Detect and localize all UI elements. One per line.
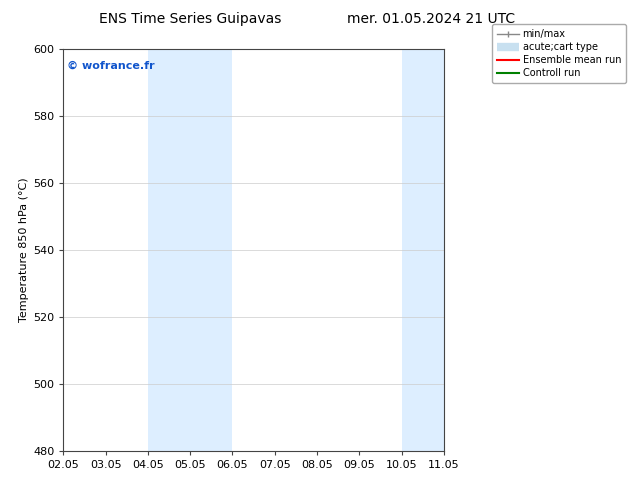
Text: © wofrance.fr: © wofrance.fr — [67, 61, 155, 71]
Y-axis label: Temperature 850 hPa (°C): Temperature 850 hPa (°C) — [19, 177, 29, 322]
Bar — [148, 49, 233, 451]
Legend: min/max, acute;cart type, Ensemble mean run, Controll run: min/max, acute;cart type, Ensemble mean … — [493, 24, 626, 83]
Text: mer. 01.05.2024 21 UTC: mer. 01.05.2024 21 UTC — [347, 12, 515, 26]
Text: ENS Time Series Guipavas: ENS Time Series Guipavas — [99, 12, 281, 26]
Bar — [401, 49, 465, 451]
